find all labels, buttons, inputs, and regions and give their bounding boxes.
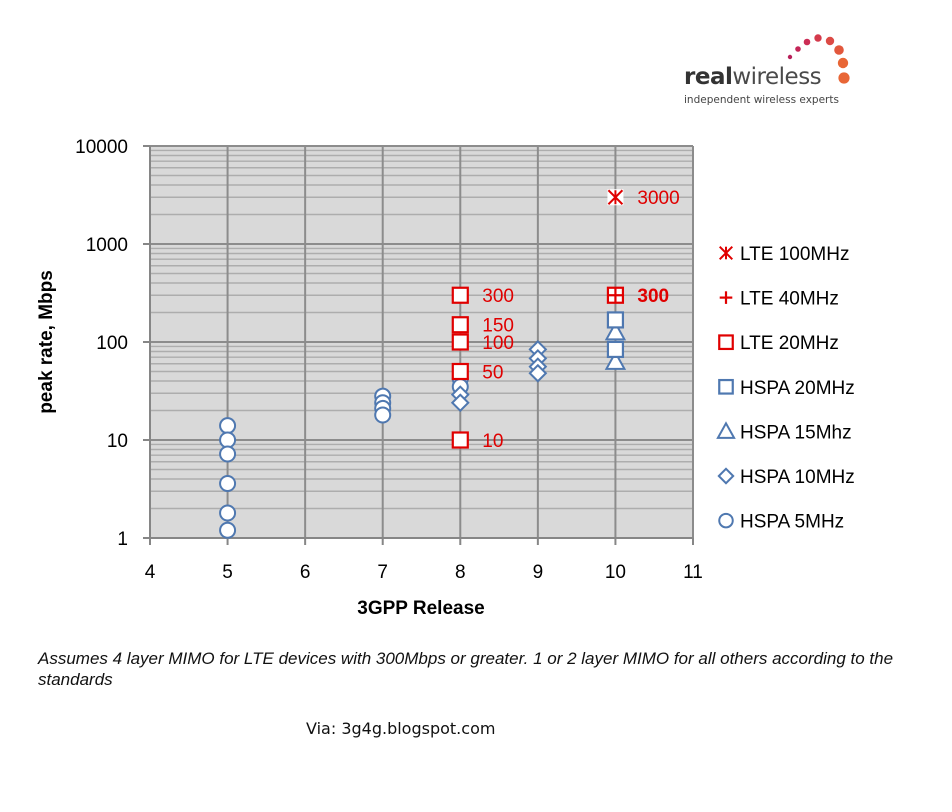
legend-label: HSPA 10MHz — [740, 467, 855, 488]
axes — [143, 145, 694, 545]
data-label: 50 — [482, 363, 503, 384]
y-tick-label: 100 — [96, 333, 128, 354]
y-axis-label: peak rate, Mbps — [36, 270, 57, 414]
legend-label: LTE 40MHz — [740, 289, 839, 310]
y-tick-label: 10 — [107, 431, 128, 452]
legend-label: HSPA 15Mhz — [740, 422, 852, 443]
logo-brand-light: wireless — [732, 64, 822, 90]
data-label: 300 — [637, 286, 669, 307]
legend-item: HSPA 20MHz — [718, 378, 855, 399]
x-axis-label: 3GPP Release — [357, 598, 484, 619]
data-markers — [219, 189, 627, 539]
series-hspa-20mhz — [606, 311, 625, 359]
series-lte-40mhz — [608, 288, 623, 303]
x-tick-label: 4 — [145, 562, 156, 583]
data-label: 100 — [482, 333, 514, 354]
legend-item: LTE 40MHz — [719, 289, 839, 310]
x-tick-label: 8 — [455, 562, 466, 583]
y-tick-label: 1 — [117, 529, 128, 550]
legend-label: HSPA 20MHz — [740, 378, 855, 399]
data-label: 3000 — [637, 188, 679, 209]
y-tick-label: 10000 — [75, 137, 128, 158]
source-credit: Via: 3g4g.blogspot.com — [306, 719, 496, 738]
data-label: 300 — [482, 286, 514, 307]
legend-item: HSPA 15Mhz — [716, 421, 852, 443]
footnote: Assumes 4 layer MIMO for LTE devices wit… — [38, 649, 894, 689]
logo-brand-bold: real — [684, 64, 733, 90]
legend-label: HSPA 5MHz — [740, 512, 844, 533]
series-hspa-10mhz — [450, 340, 548, 413]
legend-label: LTE 100MHz — [740, 244, 849, 265]
x-tick-label: 11 — [683, 562, 703, 583]
logo-dots-icon — [787, 34, 850, 84]
x-tick-label: 7 — [377, 562, 388, 583]
grid-lines — [149, 145, 694, 539]
legend-item: LTE 20MHz — [718, 333, 839, 354]
y-tick-labels: 1 10 100 1000 10000 — [75, 137, 128, 550]
logo-wordmark: realwireless — [684, 64, 822, 90]
legend-item: HSPA 10MHz — [717, 467, 855, 488]
legend-label: LTE 20MHz — [740, 333, 839, 354]
realwireless-logo: realwireless independent wireless expert… — [680, 30, 860, 110]
logo-tagline: independent wireless experts — [684, 94, 839, 106]
series-lte-20mhz — [451, 286, 625, 449]
legend-item: HSPA 5MHz — [718, 512, 844, 533]
x-tick-label: 10 — [605, 562, 626, 583]
x-tick-label: 6 — [300, 562, 311, 583]
x-tick-labels: 4 5 6 7 8 9 10 11 — [145, 562, 703, 583]
data-label: 10 — [482, 431, 503, 452]
legend-item: LTE 100MHz — [718, 244, 849, 265]
legend: LTE 100MHz LTE 40MHz LTE 20MHz HSPA 20MHz HS… — [716, 244, 855, 533]
x-tick-label: 9 — [533, 562, 544, 583]
series-hspa-15mhz — [604, 321, 627, 370]
y-tick-label: 1000 — [86, 235, 128, 256]
x-tick-label: 5 — [222, 562, 233, 583]
series-lte-100mhz — [607, 189, 624, 206]
data-label: 150 — [482, 316, 514, 337]
